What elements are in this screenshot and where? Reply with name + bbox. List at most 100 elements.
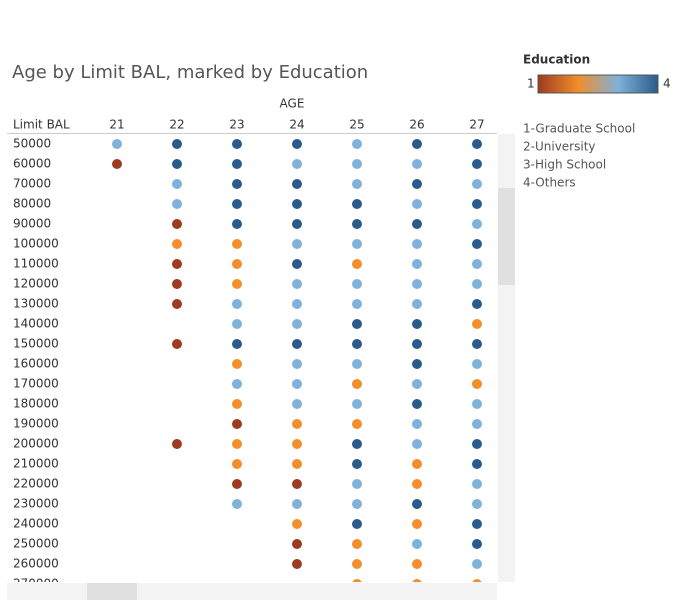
dot xyxy=(232,199,242,209)
dot xyxy=(292,559,302,569)
dot xyxy=(232,259,242,269)
dot xyxy=(352,259,362,269)
dot xyxy=(412,379,422,389)
dot xyxy=(352,219,362,229)
dot xyxy=(232,279,242,289)
dot xyxy=(472,239,482,249)
row-label: 130000 xyxy=(13,297,59,311)
dot xyxy=(412,399,422,409)
dot xyxy=(352,159,362,169)
dot xyxy=(292,199,302,209)
row-label: 150000 xyxy=(13,337,59,351)
dot xyxy=(292,379,302,389)
dot xyxy=(112,159,122,169)
dot xyxy=(232,379,242,389)
dot xyxy=(412,159,422,169)
column-label: 21 xyxy=(109,118,124,132)
dot xyxy=(292,499,302,509)
dot xyxy=(412,239,422,249)
dot xyxy=(292,519,302,529)
row-label: 270000 xyxy=(13,577,59,591)
dot xyxy=(412,479,422,489)
dot xyxy=(352,359,362,369)
chart-title: Age by Limit BAL, marked by Education xyxy=(12,62,368,83)
dot xyxy=(412,539,422,549)
dot xyxy=(232,459,242,469)
dot xyxy=(292,439,302,449)
dot xyxy=(472,559,482,569)
h-scroll-thumb[interactable] xyxy=(87,583,137,600)
dot xyxy=(472,439,482,449)
dot xyxy=(412,219,422,229)
dot xyxy=(292,539,302,549)
dot xyxy=(412,179,422,189)
dot xyxy=(232,439,242,449)
dot xyxy=(472,499,482,509)
dot xyxy=(352,279,362,289)
y-axis-title: Limit BAL xyxy=(13,118,70,132)
dot xyxy=(352,339,362,349)
dot xyxy=(172,179,182,189)
dot xyxy=(232,159,242,169)
row-label: 230000 xyxy=(13,497,59,511)
dot xyxy=(232,239,242,249)
dot xyxy=(232,299,242,309)
dot xyxy=(292,339,302,349)
dot xyxy=(412,199,422,209)
row-label: 160000 xyxy=(13,357,59,371)
dot xyxy=(352,419,362,429)
dot xyxy=(412,419,422,429)
dot xyxy=(352,539,362,549)
dot xyxy=(292,319,302,329)
dot xyxy=(232,419,242,429)
dot xyxy=(472,179,482,189)
dot xyxy=(292,159,302,169)
column-label: 26 xyxy=(409,118,424,132)
dot xyxy=(232,339,242,349)
row-label: 220000 xyxy=(13,477,59,491)
row-label: 90000 xyxy=(13,217,51,231)
dot xyxy=(292,359,302,369)
row-label: 80000 xyxy=(13,197,51,211)
dot xyxy=(472,139,482,149)
legend-title: Education xyxy=(523,53,590,67)
dot xyxy=(172,259,182,269)
h-scrollbar[interactable] xyxy=(7,583,497,600)
dot xyxy=(232,319,242,329)
dot xyxy=(412,279,422,289)
row-label: 70000 xyxy=(13,177,51,191)
row-label: 210000 xyxy=(13,457,59,471)
dot xyxy=(292,459,302,469)
row-label: 250000 xyxy=(13,537,59,551)
dot xyxy=(352,479,362,489)
matrix: 50000 60000 70000 80000 90000 100000 110000 120… xyxy=(13,137,482,591)
column-label: 23 xyxy=(229,118,244,132)
dot xyxy=(472,159,482,169)
row-label: 240000 xyxy=(13,517,59,531)
dot xyxy=(412,579,422,582)
dot xyxy=(352,379,362,389)
dot xyxy=(412,519,422,529)
dot xyxy=(232,479,242,489)
dot xyxy=(292,399,302,409)
dot xyxy=(472,319,482,329)
v-scroll-thumb[interactable] xyxy=(498,188,515,285)
column-label: 22 xyxy=(169,118,184,132)
dot xyxy=(472,459,482,469)
dot xyxy=(112,139,122,149)
row-label: 140000 xyxy=(13,317,59,331)
dot xyxy=(472,359,482,369)
dot xyxy=(472,279,482,289)
row-label: 100000 xyxy=(13,237,59,251)
dot xyxy=(412,499,422,509)
dot xyxy=(292,179,302,189)
dot xyxy=(172,439,182,449)
dot xyxy=(412,359,422,369)
row-label: 50000 xyxy=(13,137,51,151)
row-label: 170000 xyxy=(13,377,59,391)
column-label: 27 xyxy=(469,118,484,132)
dot xyxy=(352,399,362,409)
x-axis-title: AGE xyxy=(280,97,305,111)
dot xyxy=(292,479,302,489)
